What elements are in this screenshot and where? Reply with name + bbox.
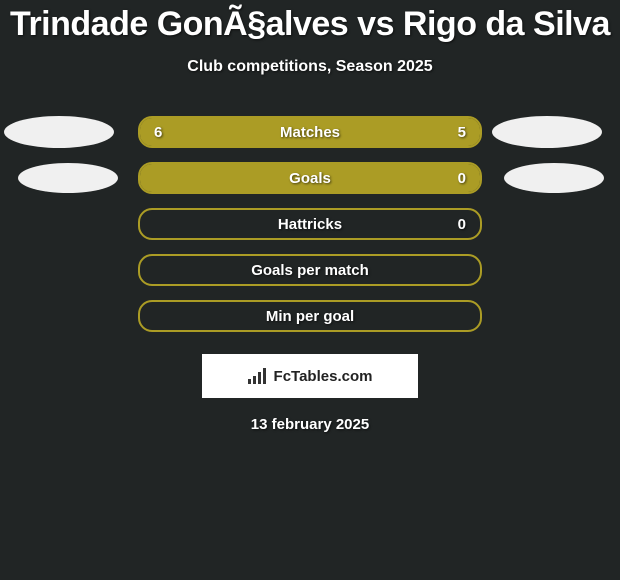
stat-rows: 65Matches 0Goals 0Hattricks Goals per match… [0,116,620,332]
stat-bar: 65Matches [138,116,482,148]
stat-bar: 0Goals [138,162,482,194]
player-avatar-left [4,116,114,148]
brand-text: FcTables.com [274,368,373,385]
stat-bar: Min per goal [138,300,482,332]
subtitle: Club competitions, Season 2025 [0,58,620,76]
stat-label: Goals [140,170,480,187]
stat-bar: 0Hattricks [138,208,482,240]
stat-row: 0Goals [0,162,620,194]
stat-label: Goals per match [140,262,480,279]
stat-label: Matches [140,124,480,141]
date-label: 13 february 2025 [0,416,620,433]
player-avatar-right [504,163,604,193]
stat-row: Goals per match [0,254,620,286]
stat-row: 65Matches [0,116,620,148]
stat-row: Min per goal [0,300,620,332]
stat-row: 0Hattricks [0,208,620,240]
fctables-logo-icon [248,368,270,384]
stat-label: Min per goal [140,308,480,325]
stat-bar: Goals per match [138,254,482,286]
stat-label: Hattricks [140,216,480,233]
comparison-card: Trindade GonÃ§alves vs Rigo da Silva Clu… [0,0,620,433]
branding-badge[interactable]: FcTables.com [202,354,418,398]
player-avatar-left [18,163,118,193]
page-title: Trindade GonÃ§alves vs Rigo da Silva [0,5,620,44]
player-avatar-right [492,116,602,148]
